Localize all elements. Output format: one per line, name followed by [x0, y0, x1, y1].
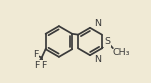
Text: F: F: [34, 61, 40, 70]
Text: CH₃: CH₃: [113, 48, 130, 57]
Text: F: F: [41, 61, 46, 70]
Text: N: N: [95, 55, 102, 64]
Text: F: F: [33, 50, 38, 59]
Text: N: N: [95, 19, 102, 28]
Text: S: S: [104, 37, 110, 46]
